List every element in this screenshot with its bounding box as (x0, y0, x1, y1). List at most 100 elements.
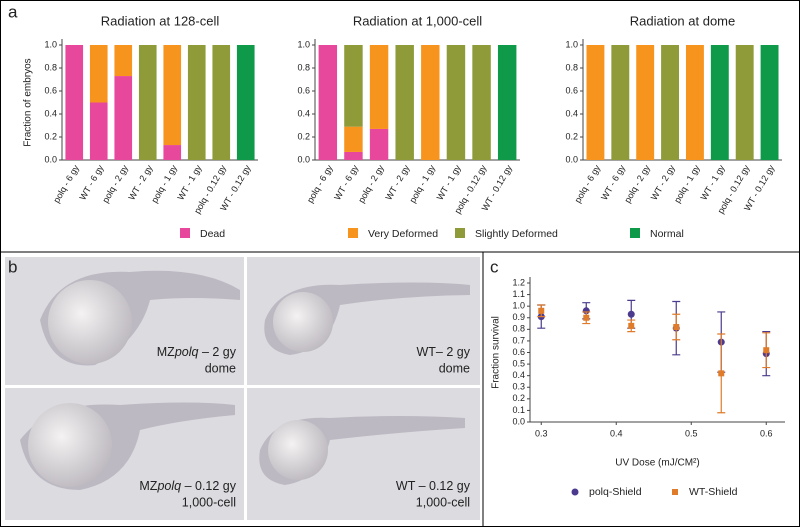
embryo-images (5, 257, 480, 520)
legend-marker (672, 489, 678, 495)
y-tick-label: 1.0 (512, 301, 525, 311)
y-tick-label: 0.4 (512, 370, 525, 380)
y-tick-label: 0.0 (565, 154, 578, 164)
bar-segment (138, 45, 157, 160)
y-tick-label: 0.7 (512, 335, 525, 345)
legend-swatch (348, 228, 358, 238)
bar-segment (114, 76, 133, 160)
bar-segment (395, 45, 414, 160)
x-tick-label: 0.5 (685, 428, 698, 438)
image-caption: 1,000-cell (416, 495, 470, 509)
point (583, 314, 590, 321)
caption-text: MZ (157, 345, 175, 359)
bar-segment (661, 45, 680, 160)
bar-segment (472, 45, 491, 160)
panel-label: a (8, 2, 18, 21)
x-tick-label: polq - 6 gy (305, 163, 335, 205)
point (538, 307, 545, 314)
bar-segment (318, 45, 338, 160)
bar-segment (212, 45, 231, 160)
y-tick-label: 0.6 (44, 85, 57, 95)
bar-segment (344, 126, 363, 152)
x-tick-label: polq - 2 gy (356, 163, 386, 205)
y-tick-label: 0.8 (565, 62, 578, 72)
legend-label: WT-Shield (689, 486, 738, 498)
legend-label: Dead (200, 228, 225, 240)
bar-segment (344, 151, 363, 160)
y-tick-label: 0.3 (512, 382, 525, 392)
x-tick-label: 0.6 (760, 428, 773, 438)
y-tick-label: 0.9 (512, 312, 525, 322)
y-tick-label: 0.0 (44, 154, 57, 164)
x-tick-label: 0.3 (535, 428, 548, 438)
bar-segment (187, 45, 206, 160)
y-tick-label: 1.0 (44, 39, 57, 49)
y-tick-label: 0.2 (512, 393, 525, 403)
y-tick-label: 0.6 (565, 85, 578, 95)
bar-segment (236, 45, 255, 160)
image-caption: MZpolq – 0.12 gy (139, 479, 236, 493)
legend-label: Very Deformed (368, 228, 438, 240)
y-tick-label: 0.2 (44, 131, 57, 141)
x-tick-label: polq - 6 gy (573, 163, 603, 205)
caption-text: – 2 gy (198, 345, 236, 359)
y-axis-label: Fraction survival (491, 316, 502, 389)
legend-marker (571, 488, 579, 496)
gene-name: polq (174, 345, 199, 359)
bar-segment (369, 45, 389, 129)
y-tick-label: 0.8 (297, 62, 310, 72)
legend-label: Slightly Deformed (475, 228, 558, 240)
gene-name: polq (156, 479, 181, 493)
x-tick-label: WT - 6 gy (332, 163, 360, 202)
bar-segment (636, 45, 655, 160)
bar-segment (89, 45, 108, 103)
legend-swatch (180, 228, 190, 238)
y-tick-label: 1.2 (512, 277, 525, 287)
legend-swatch (630, 228, 640, 238)
y-tick-label: 0.4 (44, 108, 57, 118)
y-tick-label: 0.4 (565, 108, 578, 118)
caption-text: – 0.12 gy (181, 479, 237, 493)
bar-segment (710, 45, 729, 160)
panel-label: c (490, 257, 499, 276)
bar-segment (89, 102, 108, 160)
point (628, 322, 635, 329)
y-tick-label: 0.6 (512, 347, 525, 357)
image (5, 257, 244, 385)
y-tick-label: 0.2 (297, 131, 310, 141)
x-tick-label: polq - 6 gy (51, 163, 81, 205)
bar-segment (497, 45, 517, 160)
x-tick-label: polq - 1 gy (407, 163, 437, 205)
bar-segment (611, 45, 630, 160)
legend-swatch (455, 228, 465, 238)
bar-segment (685, 45, 704, 160)
y-tick-label: 0.8 (44, 62, 57, 72)
y-tick-label: 0.0 (512, 416, 525, 426)
x-tick-label: WT - 2 gy (649, 163, 677, 202)
image-caption: WT– 2 gy (417, 345, 471, 359)
y-tick-label: 1.1 (512, 289, 525, 299)
bar-segment (735, 45, 754, 160)
x-tick-label: polq - 1 gy (672, 163, 702, 205)
y-tick-label: 0.8 (512, 324, 525, 334)
point (673, 324, 680, 331)
image (247, 388, 480, 520)
caption-text: WT – 0.12 gy (396, 479, 471, 493)
bar-segment (163, 45, 182, 146)
y-tick-label: 0.0 (297, 154, 310, 164)
legend-label: Normal (650, 228, 684, 240)
chart-title: Radiation at 128-cell (101, 13, 220, 28)
x-tick-label: polq - 2 gy (622, 163, 652, 205)
point (627, 310, 635, 318)
caption-text: WT– 2 gy (417, 345, 471, 359)
y-tick-label: 1.0 (297, 39, 310, 49)
bar-segment (163, 145, 182, 160)
x-axis-label: UV Dose (mJ/CM²) (615, 458, 699, 469)
image-caption: dome (439, 361, 470, 375)
image-caption: 1,000-cell (182, 495, 236, 509)
image (247, 257, 480, 385)
point (763, 347, 770, 354)
panel-label: b (8, 257, 17, 276)
image-caption: MZpolq – 2 gy (157, 345, 237, 359)
y-tick-label: 0.2 (565, 131, 578, 141)
